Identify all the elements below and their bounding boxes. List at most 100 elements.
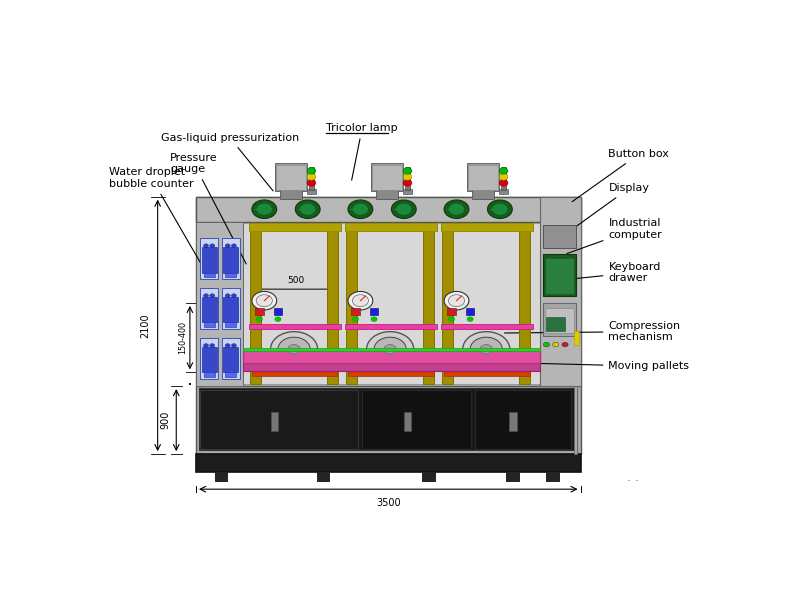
Circle shape	[256, 295, 272, 307]
Bar	[275, 163, 307, 191]
Bar	[222, 338, 240, 379]
Circle shape	[307, 167, 316, 174]
Bar	[468, 166, 498, 190]
Circle shape	[396, 203, 412, 215]
Circle shape	[449, 317, 454, 322]
Circle shape	[256, 203, 272, 215]
Bar	[442, 223, 454, 384]
Circle shape	[487, 200, 512, 218]
Text: 150-400: 150-400	[178, 321, 187, 354]
Text: Button box: Button box	[572, 149, 670, 202]
Text: 500: 500	[287, 275, 305, 284]
Circle shape	[256, 317, 262, 322]
Bar	[405, 167, 410, 190]
Circle shape	[543, 342, 550, 347]
Circle shape	[352, 317, 358, 322]
Bar	[540, 197, 581, 386]
Bar	[203, 372, 214, 377]
Bar	[189, 383, 190, 384]
Bar	[345, 324, 437, 329]
Bar	[196, 222, 242, 386]
Bar	[441, 324, 533, 329]
Bar	[223, 297, 238, 322]
Circle shape	[374, 337, 406, 361]
Text: Pressure
gauge: Pressure gauge	[170, 152, 246, 264]
Circle shape	[366, 332, 414, 367]
Circle shape	[231, 344, 237, 347]
Circle shape	[403, 173, 412, 180]
Bar	[542, 254, 576, 296]
Circle shape	[348, 200, 373, 218]
Bar	[200, 390, 358, 449]
Bar	[242, 363, 540, 371]
Text: Compression
mechanism: Compression mechanism	[505, 321, 681, 343]
Circle shape	[210, 244, 214, 248]
Bar	[466, 308, 474, 316]
Bar	[475, 390, 571, 449]
Bar	[510, 412, 517, 431]
Bar	[345, 223, 437, 232]
Bar	[376, 189, 398, 199]
Circle shape	[231, 244, 237, 248]
Bar	[382, 169, 392, 197]
Text: Gas-liquid pressurization: Gas-liquid pressurization	[161, 133, 299, 191]
Circle shape	[210, 294, 214, 298]
Circle shape	[203, 294, 209, 298]
Circle shape	[352, 203, 369, 215]
Bar	[214, 471, 227, 481]
Bar	[574, 331, 579, 344]
Text: Keyboard
drawer: Keyboard drawer	[560, 262, 661, 283]
Bar	[222, 238, 240, 280]
Bar	[574, 386, 578, 454]
Bar	[222, 288, 240, 329]
Bar	[546, 471, 558, 481]
Circle shape	[226, 244, 230, 248]
Bar	[223, 247, 238, 272]
Bar	[546, 317, 565, 331]
Bar	[501, 167, 506, 190]
Bar	[226, 272, 237, 277]
Circle shape	[449, 295, 465, 307]
Text: Display: Display	[572, 184, 650, 229]
Bar	[370, 308, 378, 316]
Circle shape	[492, 203, 508, 215]
Circle shape	[307, 179, 316, 186]
Circle shape	[226, 294, 230, 298]
Bar	[327, 223, 338, 384]
Bar	[202, 247, 217, 272]
Circle shape	[275, 317, 281, 322]
Bar	[203, 272, 214, 277]
Bar	[351, 308, 360, 316]
Bar	[348, 366, 434, 376]
Circle shape	[270, 332, 318, 367]
Text: Moving pallets: Moving pallets	[456, 361, 690, 371]
Bar	[346, 223, 358, 384]
Bar	[472, 189, 494, 199]
Bar	[196, 454, 581, 472]
Circle shape	[449, 203, 465, 215]
Bar	[252, 366, 338, 376]
Bar	[203, 322, 214, 327]
Bar	[403, 189, 412, 194]
Bar	[223, 347, 238, 372]
Circle shape	[403, 167, 412, 174]
Bar	[274, 308, 282, 316]
Circle shape	[403, 179, 412, 186]
Bar	[200, 338, 218, 379]
Bar	[196, 197, 581, 222]
Text: Industrial
computer: Industrial computer	[567, 218, 662, 254]
Circle shape	[210, 344, 214, 347]
Bar	[519, 223, 530, 384]
Text: Water droplet
bubble counter: Water droplet bubble counter	[110, 167, 207, 274]
Circle shape	[203, 344, 209, 347]
Bar	[317, 471, 330, 481]
Bar	[423, 223, 434, 384]
Circle shape	[444, 200, 469, 218]
Bar	[478, 169, 488, 197]
Circle shape	[499, 167, 508, 174]
Circle shape	[480, 344, 493, 354]
Bar	[200, 288, 218, 329]
Bar	[545, 308, 574, 334]
Bar	[270, 412, 278, 431]
Bar	[242, 348, 540, 351]
